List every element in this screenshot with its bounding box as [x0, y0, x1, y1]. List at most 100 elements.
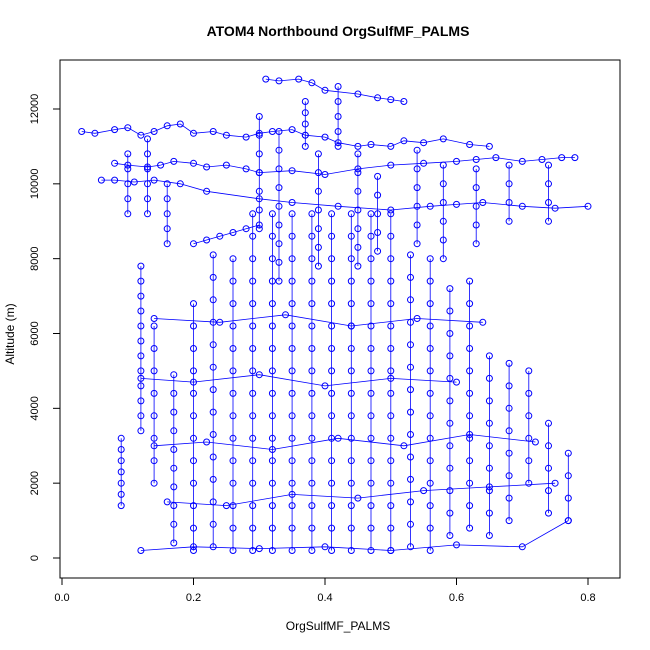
data-point [137, 337, 145, 345]
data-point [150, 457, 158, 465]
data-point [249, 502, 257, 510]
data-point [268, 322, 276, 330]
data-point [242, 165, 250, 173]
series-line [140, 374, 457, 387]
data-point [334, 83, 342, 90]
data-point [347, 479, 355, 487]
data-point [354, 169, 362, 177]
data-point [190, 547, 197, 554]
data-series [328, 210, 336, 554]
data-point [354, 225, 362, 233]
data-series [374, 172, 382, 255]
data-point [150, 367, 158, 375]
data-point [400, 442, 408, 450]
y-axis-label: Altitude (m) [3, 303, 17, 364]
data-point [249, 457, 257, 465]
data-point [485, 442, 493, 450]
data-point [137, 397, 145, 405]
data-point [466, 277, 474, 285]
data-point [531, 438, 539, 446]
data-point [137, 322, 145, 330]
data-point [505, 217, 513, 225]
data-point [374, 191, 382, 199]
data-point [209, 128, 217, 135]
data-point [545, 180, 552, 188]
data-point [170, 483, 178, 491]
data-point [347, 434, 355, 442]
data-point [249, 255, 257, 263]
data-series [505, 359, 513, 525]
data-point [472, 202, 480, 210]
data-point [222, 502, 230, 510]
data-point [268, 434, 276, 442]
data-point [268, 502, 276, 510]
data-point [545, 487, 552, 495]
data-point [144, 195, 151, 203]
data-point [439, 161, 447, 169]
data-point [229, 524, 237, 532]
data-point [308, 322, 316, 330]
y-tick-label: 8000 [29, 246, 41, 270]
data-point [249, 232, 257, 240]
data-series [545, 161, 552, 225]
data-point [334, 113, 342, 120]
data-point [525, 367, 533, 375]
data-point [439, 199, 447, 206]
data-point [367, 502, 375, 510]
data-series [334, 83, 342, 150]
data-point [190, 412, 197, 420]
data-series [413, 146, 421, 248]
data-point [387, 345, 395, 352]
data-point [137, 262, 145, 270]
data-point [190, 524, 197, 532]
data-series [249, 210, 257, 554]
data-point [439, 135, 447, 143]
data-point [321, 543, 329, 551]
data-point [374, 210, 382, 218]
data-point [255, 371, 263, 379]
data-point [117, 479, 125, 487]
data-point [124, 180, 132, 188]
data-point [288, 199, 296, 206]
data-point [466, 434, 474, 442]
data-point [308, 389, 316, 397]
data-point [170, 408, 178, 416]
data-point [321, 171, 329, 178]
data-series [229, 255, 237, 554]
data-point [209, 408, 217, 416]
data-point [446, 509, 454, 517]
data-point [446, 307, 454, 315]
data-point [518, 543, 526, 551]
data-point [249, 479, 257, 487]
data-point [466, 524, 474, 532]
data-point [466, 412, 474, 420]
data-point [275, 77, 283, 85]
data-point [229, 277, 237, 285]
data-point [354, 206, 362, 214]
data-point [137, 412, 145, 420]
data-point [249, 322, 257, 330]
data-point [222, 131, 230, 139]
data-point [354, 262, 362, 270]
data-point [328, 300, 336, 308]
data-point [374, 94, 382, 102]
data-point [367, 434, 375, 442]
data-point [426, 389, 434, 397]
data-point [163, 210, 171, 218]
data-point [170, 157, 178, 165]
data-point [387, 300, 395, 308]
data-point [328, 255, 336, 263]
y-tick-label: 10000 [29, 169, 41, 200]
data-point [288, 210, 296, 218]
data-point [97, 176, 105, 184]
data-point [222, 161, 230, 169]
data-point [275, 202, 283, 210]
data-point [268, 345, 276, 352]
x-tick-label: 0.0 [54, 592, 69, 604]
data-point [229, 367, 237, 375]
data-point [453, 541, 460, 549]
data-series [117, 434, 125, 510]
series-line [114, 157, 575, 175]
data-point [328, 502, 336, 510]
data-point [387, 374, 395, 382]
